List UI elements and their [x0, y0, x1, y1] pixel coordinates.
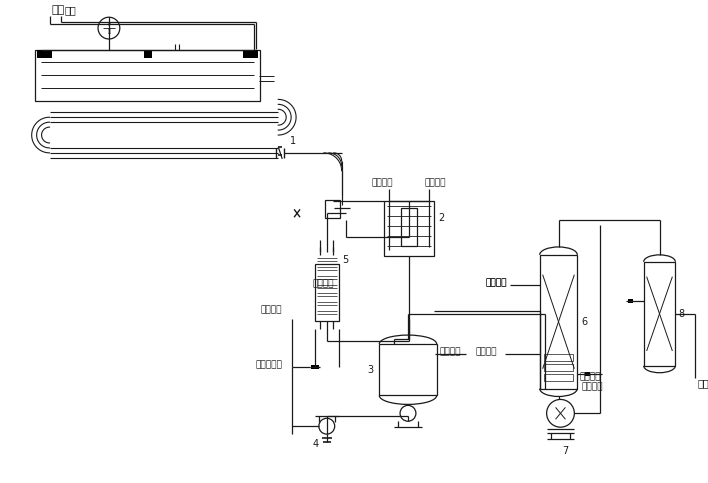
Text: F: F	[107, 22, 110, 27]
Bar	[544, 364, 573, 371]
Bar	[644, 262, 675, 366]
Text: 2: 2	[439, 213, 445, 223]
Bar	[311, 365, 319, 369]
Text: 激冷液排出: 激冷液排出	[256, 360, 282, 369]
Text: 循环水出: 循环水出	[313, 279, 334, 288]
Bar	[144, 50, 152, 58]
Circle shape	[319, 418, 335, 434]
Bar	[401, 208, 417, 246]
Text: 进料: 进料	[52, 5, 64, 15]
Text: 干燥剂进: 干燥剂进	[485, 278, 507, 287]
Bar	[325, 200, 340, 218]
Bar	[35, 50, 261, 101]
Text: 循环水进: 循环水进	[261, 305, 282, 314]
Text: 出料: 出料	[697, 379, 708, 389]
Bar	[628, 299, 633, 303]
Text: 8: 8	[678, 309, 685, 319]
Text: 測: 測	[108, 29, 110, 34]
Circle shape	[547, 399, 574, 427]
Bar	[586, 372, 590, 376]
Bar	[544, 354, 573, 361]
Bar	[315, 264, 338, 321]
Circle shape	[400, 405, 416, 421]
Bar	[539, 255, 577, 388]
Bar	[384, 201, 434, 256]
Text: 1: 1	[290, 136, 296, 146]
Text: 7: 7	[562, 446, 569, 456]
Text: 4: 4	[313, 439, 319, 449]
Text: 进料: 进料	[64, 5, 76, 15]
Text: 循环水进: 循环水进	[425, 178, 446, 187]
Text: 循环水出: 循环水出	[371, 178, 393, 187]
Bar	[544, 374, 573, 381]
Text: 激冷液进: 激冷液进	[440, 347, 461, 356]
Bar	[243, 50, 258, 58]
Text: 6: 6	[581, 317, 588, 327]
Text: 干燥剂出: 干燥剂出	[579, 372, 601, 381]
Text: 激冷液进: 激冷液进	[475, 347, 497, 356]
Text: 干燥剂进: 干燥剂进	[485, 278, 507, 287]
Text: 3: 3	[367, 365, 374, 375]
Bar	[37, 50, 52, 58]
Text: 干燥剂出: 干燥剂出	[581, 382, 603, 391]
Bar	[379, 344, 437, 396]
Text: 5: 5	[343, 255, 349, 265]
Circle shape	[98, 17, 120, 39]
